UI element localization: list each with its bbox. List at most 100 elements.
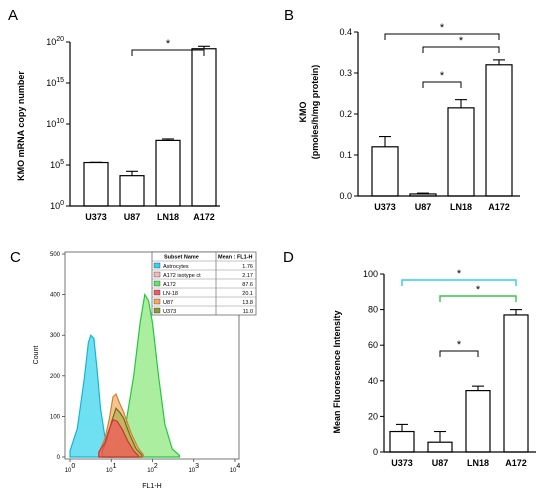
significance-star: *: [440, 22, 445, 34]
panel-c-legend: Subset Name Mean : FL1-H Astrocytes 1.76 A17…: [151, 251, 257, 316]
panel-d-y-ticks: 0 20 40 60 80 100: [363, 269, 384, 457]
significance-star: *: [476, 284, 481, 296]
legend-entry-name: Astrocytes: [163, 264, 189, 270]
panel-b-y-ticks: 0.0 0.1 0.2 0.3 0.4: [339, 27, 358, 201]
panel-c-y-axis-label: Count: [33, 346, 40, 365]
legend-swatch: [153, 262, 161, 269]
category-label: LN18: [450, 202, 472, 212]
legend-header-mean: Mean : FL1-H: [218, 255, 253, 261]
panel-b-categories: U373 U87 LN18 A172: [374, 202, 510, 212]
bar-ln18: [447, 107, 475, 197]
y-tick-label: 80: [368, 305, 378, 315]
legend-entry-mean: 11.0: [243, 309, 253, 315]
x-tick-label: 101: [106, 463, 117, 474]
panel-b-bars: [371, 59, 513, 197]
y-tick-label: 0.1: [339, 150, 352, 160]
panel-a-letter: A: [8, 7, 18, 24]
significance-star: *: [440, 70, 445, 82]
significance-star: *: [166, 38, 171, 50]
legend-swatch: [153, 289, 161, 296]
y-tick-label: 100: [50, 200, 64, 211]
histogram-ln-18: [98, 418, 139, 458]
legend-entry-name: A172 isotype ct: [163, 273, 201, 279]
y-tick-label: 1010: [46, 118, 64, 129]
significance-bracket: [422, 81, 462, 88]
bar-u373: [389, 430, 415, 453]
panel-d-significance: * * *: [401, 268, 517, 357]
panel-d-axes: [383, 274, 536, 453]
x-tick-label: 100: [65, 463, 76, 474]
bar-u373: [371, 146, 399, 197]
bar-u87: [427, 441, 453, 453]
y-tick-label: 0.0: [339, 191, 352, 201]
y-tick-label: 60: [368, 340, 378, 350]
legend-entry-name: LN-18: [163, 291, 178, 297]
significance-star: *: [459, 35, 464, 47]
category-label: U373: [391, 458, 413, 468]
panel-c-ticks: 0 100 200 300 400 500 100 101 102 103 104: [50, 252, 240, 474]
significance-bracket: [422, 46, 500, 53]
category-label: A172: [488, 202, 510, 212]
y-tick-label: 0: [373, 447, 378, 457]
legend-swatch: [153, 307, 161, 314]
significance-star: *: [457, 268, 462, 280]
category-label: U87: [432, 458, 449, 468]
category-label: U87: [124, 212, 141, 222]
panel-d: D Mean Fluorescence Intensity 0 20 40 60 80 1…: [283, 249, 536, 468]
panel-a-categories: U373 U87 LN18 A172: [85, 212, 215, 222]
legend-swatch: [153, 271, 161, 278]
bar-u87: [119, 175, 145, 207]
panel-b-letter: B: [284, 7, 294, 24]
bar-a172: [191, 48, 217, 207]
y-tick-label: 100: [50, 414, 61, 420]
panel-a: A KMO mRNA copy number 100 105 1010 1015 102…: [8, 7, 220, 222]
panel-d-categories: U373 U87 LN18 A172: [391, 458, 527, 468]
panel-a-significance: *: [131, 38, 205, 56]
bar-a172: [503, 314, 529, 453]
x-tick-label: 103: [188, 463, 199, 474]
bar-a172: [485, 64, 513, 197]
legend-swatch: [153, 280, 161, 287]
category-label: U373: [374, 202, 396, 212]
panel-d-y-axis-label: Mean Fluorescence Intensity: [332, 310, 342, 433]
panel-b-significance: * * *: [384, 22, 500, 88]
legend-entry-name: U87: [163, 300, 173, 306]
bar-u373: [83, 161, 109, 207]
legend-entry-name: U373: [163, 309, 176, 315]
x-tick-label: 104: [230, 463, 241, 474]
y-tick-label: 105: [50, 159, 64, 170]
x-tick-label: 102: [147, 463, 158, 474]
significance-bracket: [384, 33, 500, 40]
significance-bracket: [401, 279, 517, 286]
category-label: LN18: [467, 458, 489, 468]
legend-swatch: [153, 298, 161, 305]
legend-entry-mean: 2.17: [242, 273, 253, 279]
category-label: U87: [415, 202, 432, 212]
panel-c: C Count FL1-H 0 100 200 300 400 500 100 101 102 1…: [10, 249, 257, 490]
y-tick-label: 40: [368, 376, 378, 386]
panel-c-x-axis-label: FL1-H: [142, 483, 161, 490]
panel-d-bars: [389, 309, 529, 453]
panel-a-axes: [69, 42, 220, 207]
panel-b-axes: [357, 32, 520, 197]
legend-entry-mean: 13.8: [242, 300, 253, 306]
panel-d-letter: D: [283, 249, 294, 266]
category-label: A172: [505, 458, 527, 468]
legend-entry-mean: 87.6: [242, 282, 253, 288]
y-tick-label: 100: [363, 269, 378, 279]
y-tick-label: 500: [50, 252, 61, 258]
panel-a-bars: [83, 45, 217, 207]
y-tick-label: 0.2: [339, 109, 352, 119]
category-label: U373: [85, 212, 107, 222]
panel-c-histograms: [69, 292, 181, 458]
legend-header-name: Subset Name: [164, 255, 199, 261]
bar-ln18: [465, 389, 491, 453]
panel-a-y-ticks: 100 105 1010 1015 1020: [46, 36, 70, 211]
panel-a-y-axis-label: KMO mRNA copy number: [16, 71, 26, 181]
panel-b-y-axis-label-line1: KMO: [298, 102, 308, 123]
panel-b: B KMO (pmoles/h/mg protein) 0.0 0.1 0.2 0.3…: [284, 7, 520, 212]
y-tick-label: 0.3: [339, 68, 352, 78]
y-tick-label: 0: [57, 455, 61, 461]
legend-table: [151, 251, 257, 316]
